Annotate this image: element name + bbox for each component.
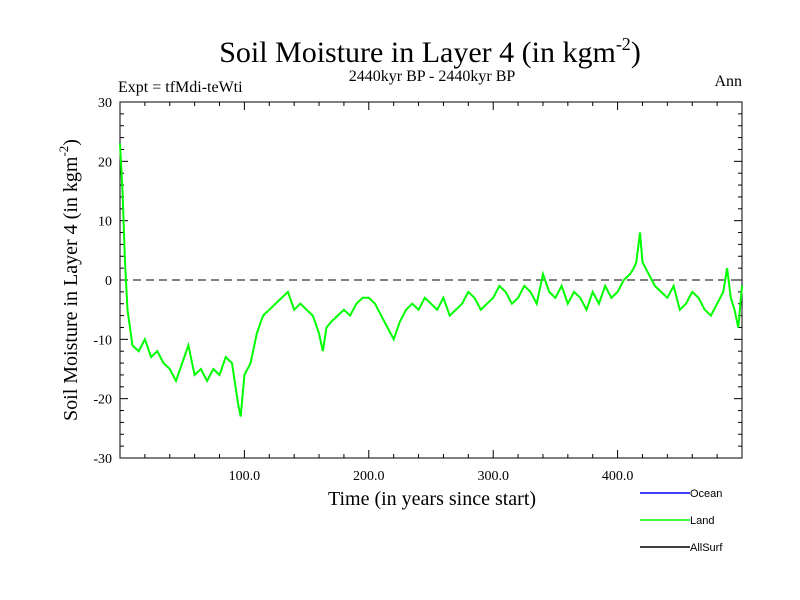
chart-title: Soil Moisture in Layer 4 (in kgm-2) [219, 34, 641, 69]
axis-ticks: -30 -20 -10 0 10 20 30 100.0 200.0 300.0 400.0 [93, 96, 742, 484]
y-tick-label: 20 [98, 155, 112, 170]
legend-label-allsurf: AllSurf [690, 542, 723, 554]
series-line-land [119, 143, 743, 417]
x-tick-label: 300.0 [477, 469, 509, 484]
y-tick-label: -10 [93, 333, 112, 348]
y-tick-label: 0 [105, 274, 112, 289]
y-tick-label: -20 [93, 393, 112, 408]
y-tick-label: -30 [93, 452, 112, 467]
y-tick-label: 10 [98, 215, 112, 230]
experiment-label: Expt = tfMdi-teWti [118, 79, 243, 96]
x-axis-label: Time (in years since start) [328, 488, 536, 510]
legend: Ocean Land AllSurf [640, 488, 723, 554]
x-tick-label: 200.0 [353, 469, 385, 484]
legend-label-land: Land [690, 515, 714, 527]
x-tick-label: 100.0 [229, 469, 261, 484]
x-tick-label: 400.0 [602, 469, 634, 484]
y-axis-label: Soil Moisture in Layer 4 (in kgm-2) [56, 139, 82, 421]
legend-label-ocean: Ocean [690, 488, 722, 500]
period-label: 2440kyr BP - 2440kyr BP [349, 68, 516, 85]
y-tick-label: 30 [98, 96, 112, 111]
season-label: Ann [714, 73, 742, 90]
series-group [119, 143, 743, 417]
